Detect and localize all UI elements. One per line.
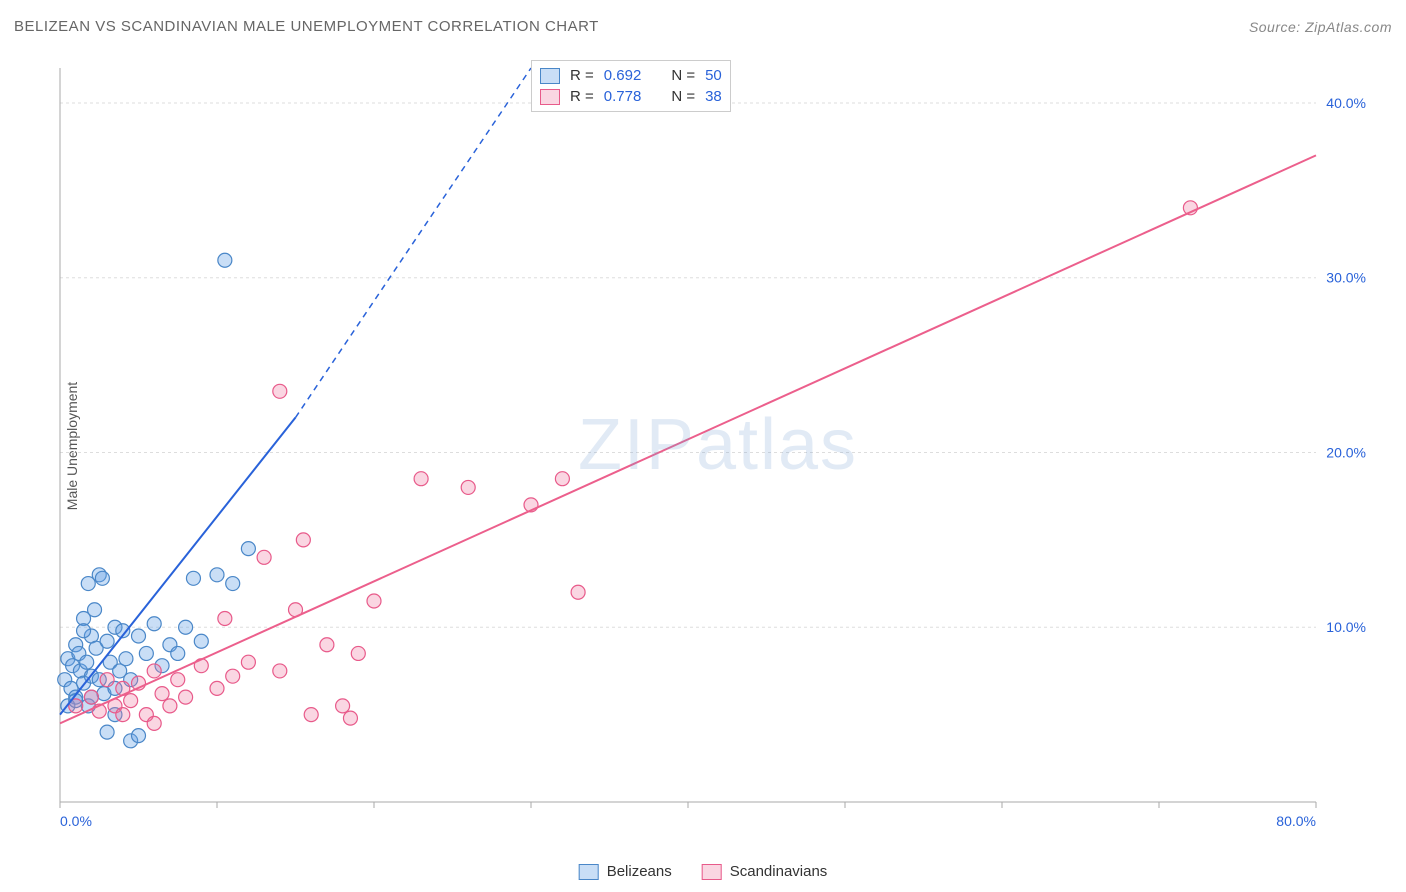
r-label: R = [570, 67, 594, 84]
stats-row-scandinavians: R = 0.778 N = 38 [540, 86, 722, 107]
svg-text:20.0%: 20.0% [1326, 444, 1366, 460]
n-value: 38 [705, 88, 722, 105]
legend-label: Belizeans [607, 863, 672, 880]
legend-item-scandinavians: Scandinavians [702, 863, 828, 880]
title-bar: BELIZEAN VS SCANDINAVIAN MALE UNEMPLOYME… [14, 18, 1392, 35]
legend-label: Scandinavians [730, 863, 828, 880]
r-value: 0.778 [604, 88, 642, 105]
svg-text:40.0%: 40.0% [1326, 95, 1366, 111]
svg-text:10.0%: 10.0% [1326, 619, 1366, 635]
stats-legend-box: R = 0.692 N = 50 R = 0.778 N = 38 [531, 60, 731, 112]
svg-text:80.0%: 80.0% [1276, 813, 1316, 829]
chart-container: BELIZEAN VS SCANDINAVIAN MALE UNEMPLOYME… [0, 0, 1406, 892]
svg-text:0.0%: 0.0% [60, 813, 92, 829]
legend-swatch [579, 864, 599, 880]
legend-item-belizeans: Belizeans [579, 863, 672, 880]
n-value: 50 [705, 67, 722, 84]
bottom-legend: Belizeans Scandinavians [579, 863, 828, 880]
r-value: 0.692 [604, 67, 642, 84]
source-label: Source: ZipAtlas.com [1249, 19, 1392, 35]
stats-row-belizeans: R = 0.692 N = 50 [540, 65, 722, 86]
chart-title: BELIZEAN VS SCANDINAVIAN MALE UNEMPLOYME… [14, 18, 599, 35]
plot-area: ZIPatlas 10.0%20.0%30.0%40.0%0.0%80.0% R… [50, 58, 1386, 832]
legend-swatch [540, 68, 560, 84]
legend-swatch [702, 864, 722, 880]
scatter-plot: 10.0% 20.0% 30.0% 40.0% 0.0% 80.0% [50, 58, 1386, 832]
n-label: N = [671, 67, 695, 84]
n-label: N = [671, 88, 695, 105]
legend-swatch [540, 89, 560, 105]
svg-text:30.0%: 30.0% [1326, 270, 1366, 286]
r-label: R = [570, 88, 594, 105]
